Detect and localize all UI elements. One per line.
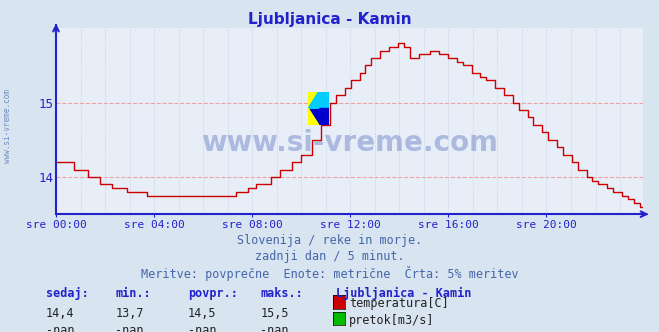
Text: Slovenija / reke in morje.: Slovenija / reke in morje. xyxy=(237,234,422,247)
Bar xyxy=(308,108,330,125)
Text: -nan: -nan xyxy=(188,324,216,332)
Text: maks.:: maks.: xyxy=(260,287,303,300)
Text: min.:: min.: xyxy=(115,287,151,300)
Bar xyxy=(319,92,330,108)
Text: 14,5: 14,5 xyxy=(188,307,216,320)
Bar xyxy=(308,92,319,108)
Text: -nan: -nan xyxy=(115,324,144,332)
Text: -nan: -nan xyxy=(46,324,74,332)
Text: temperatura[C]: temperatura[C] xyxy=(349,297,449,310)
Text: Ljubljanica - Kamin: Ljubljanica - Kamin xyxy=(336,287,471,300)
Polygon shape xyxy=(308,108,319,125)
Polygon shape xyxy=(308,92,319,108)
Text: pretok[m3/s]: pretok[m3/s] xyxy=(349,314,435,327)
Text: Ljubljanica - Kamin: Ljubljanica - Kamin xyxy=(248,12,411,27)
Text: -nan: -nan xyxy=(260,324,289,332)
Text: www.si-vreme.com: www.si-vreme.com xyxy=(201,129,498,157)
Text: povpr.:: povpr.: xyxy=(188,287,238,300)
Text: 13,7: 13,7 xyxy=(115,307,144,320)
Text: 14,4: 14,4 xyxy=(46,307,74,320)
Text: Meritve: povprečne  Enote: metrične  Črta: 5% meritev: Meritve: povprečne Enote: metrične Črta:… xyxy=(140,266,519,281)
Text: www.si-vreme.com: www.si-vreme.com xyxy=(3,89,13,163)
Text: zadnji dan / 5 minut.: zadnji dan / 5 minut. xyxy=(254,250,405,263)
Text: 15,5: 15,5 xyxy=(260,307,289,320)
Text: sedaj:: sedaj: xyxy=(46,287,89,300)
